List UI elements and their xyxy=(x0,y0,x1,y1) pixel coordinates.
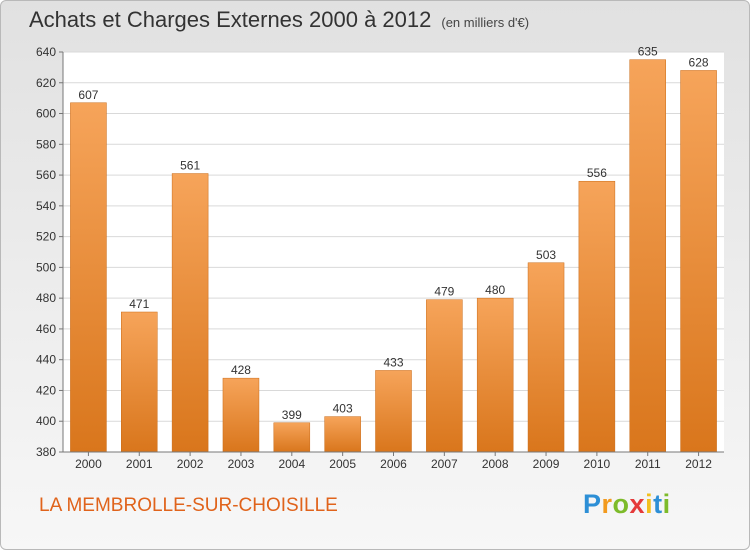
y-tick-label: 560 xyxy=(36,168,56,182)
x-tick-label: 2002 xyxy=(177,457,204,471)
bar-2009 xyxy=(527,262,565,453)
y-tick-label: 500 xyxy=(36,260,56,274)
bar-2003 xyxy=(222,377,260,453)
logo-letter: i xyxy=(662,489,671,519)
y-tick-label: 440 xyxy=(36,353,56,367)
logo-letter: r xyxy=(601,489,613,519)
bar-2010 xyxy=(578,180,616,453)
data-label: 403 xyxy=(333,402,353,416)
bar-2000 xyxy=(70,102,107,453)
x-tick-label: 2003 xyxy=(228,457,255,471)
data-label: 428 xyxy=(231,363,251,377)
chart-title: Achats et Charges Externes 2000 à 2012 (e… xyxy=(29,7,529,33)
data-label: 503 xyxy=(536,248,556,262)
x-tick-label: 2011 xyxy=(635,457,661,471)
x-tick-label: 2006 xyxy=(380,457,407,471)
y-tick-label: 620 xyxy=(36,76,56,90)
y-axis: 380 400 420 440 460 480 500 520 540 560 580 600 620 6… xyxy=(36,45,64,459)
y-tick-label: 600 xyxy=(36,107,56,121)
y-tick-label: 460 xyxy=(36,322,56,336)
data-label: 556 xyxy=(587,166,607,180)
data-label: 479 xyxy=(434,285,454,299)
y-tick-label: 380 xyxy=(36,445,56,459)
x-tick-label: 2010 xyxy=(584,457,611,471)
bar-2002 xyxy=(171,173,209,453)
title-unit: (en milliers d'€) xyxy=(441,15,530,30)
bar-2007 xyxy=(426,299,463,453)
data-label: 635 xyxy=(638,45,658,59)
y-tick-label: 640 xyxy=(36,45,56,59)
bar-2008 xyxy=(476,297,514,453)
data-label: 433 xyxy=(383,355,403,369)
proxiti-logo: Proxiti xyxy=(583,489,671,520)
y-tick-label: 520 xyxy=(36,230,56,244)
data-labels-group: 607 471 561 428 399 403 433 479 480 503 556 635 628 xyxy=(78,45,709,422)
data-label: 607 xyxy=(78,88,98,102)
x-tick-label: 2008 xyxy=(482,457,509,471)
logo-letter: t xyxy=(653,489,663,519)
bar-2004 xyxy=(273,422,311,453)
x-tick-label: 2004 xyxy=(278,457,305,471)
logo-letter: P xyxy=(583,489,602,519)
bars-group xyxy=(70,59,717,453)
data-label: 399 xyxy=(282,408,302,422)
y-tick-label: 540 xyxy=(36,199,56,213)
bar-2011 xyxy=(629,59,666,453)
x-tick-label: 2009 xyxy=(533,457,560,471)
x-tick-label: 2007 xyxy=(431,457,458,471)
title-text: Achats et Charges Externes 2000 à 2012 xyxy=(29,7,432,32)
x-tick-label: 2005 xyxy=(329,457,356,471)
x-tick-label: 2012 xyxy=(685,457,712,471)
commune-name: LA MEMBROLLE-SUR-CHOISILLE xyxy=(39,495,338,516)
data-label: 628 xyxy=(689,55,709,69)
x-axis: 2000 2001 2002 2003 2004 2005 2006 2007 2008 2009… xyxy=(63,451,724,471)
y-tick-label: 580 xyxy=(36,137,56,151)
y-tick-label: 420 xyxy=(36,383,56,397)
x-tick-label: 2000 xyxy=(75,457,102,471)
logo-letter: i xyxy=(645,489,654,519)
bar-2006 xyxy=(375,370,412,453)
bar-2012 xyxy=(680,70,717,453)
data-label: 561 xyxy=(180,159,200,173)
y-tick-label: 480 xyxy=(36,291,56,305)
logo-letter: x xyxy=(629,489,646,519)
data-label: 480 xyxy=(485,283,505,297)
data-label: 471 xyxy=(129,297,149,311)
logo-letter: o xyxy=(612,489,630,519)
bar-2005 xyxy=(324,416,361,453)
x-tick-label: 2001 xyxy=(126,457,153,471)
y-tick-label: 400 xyxy=(36,414,56,428)
bar-2001 xyxy=(121,311,158,453)
